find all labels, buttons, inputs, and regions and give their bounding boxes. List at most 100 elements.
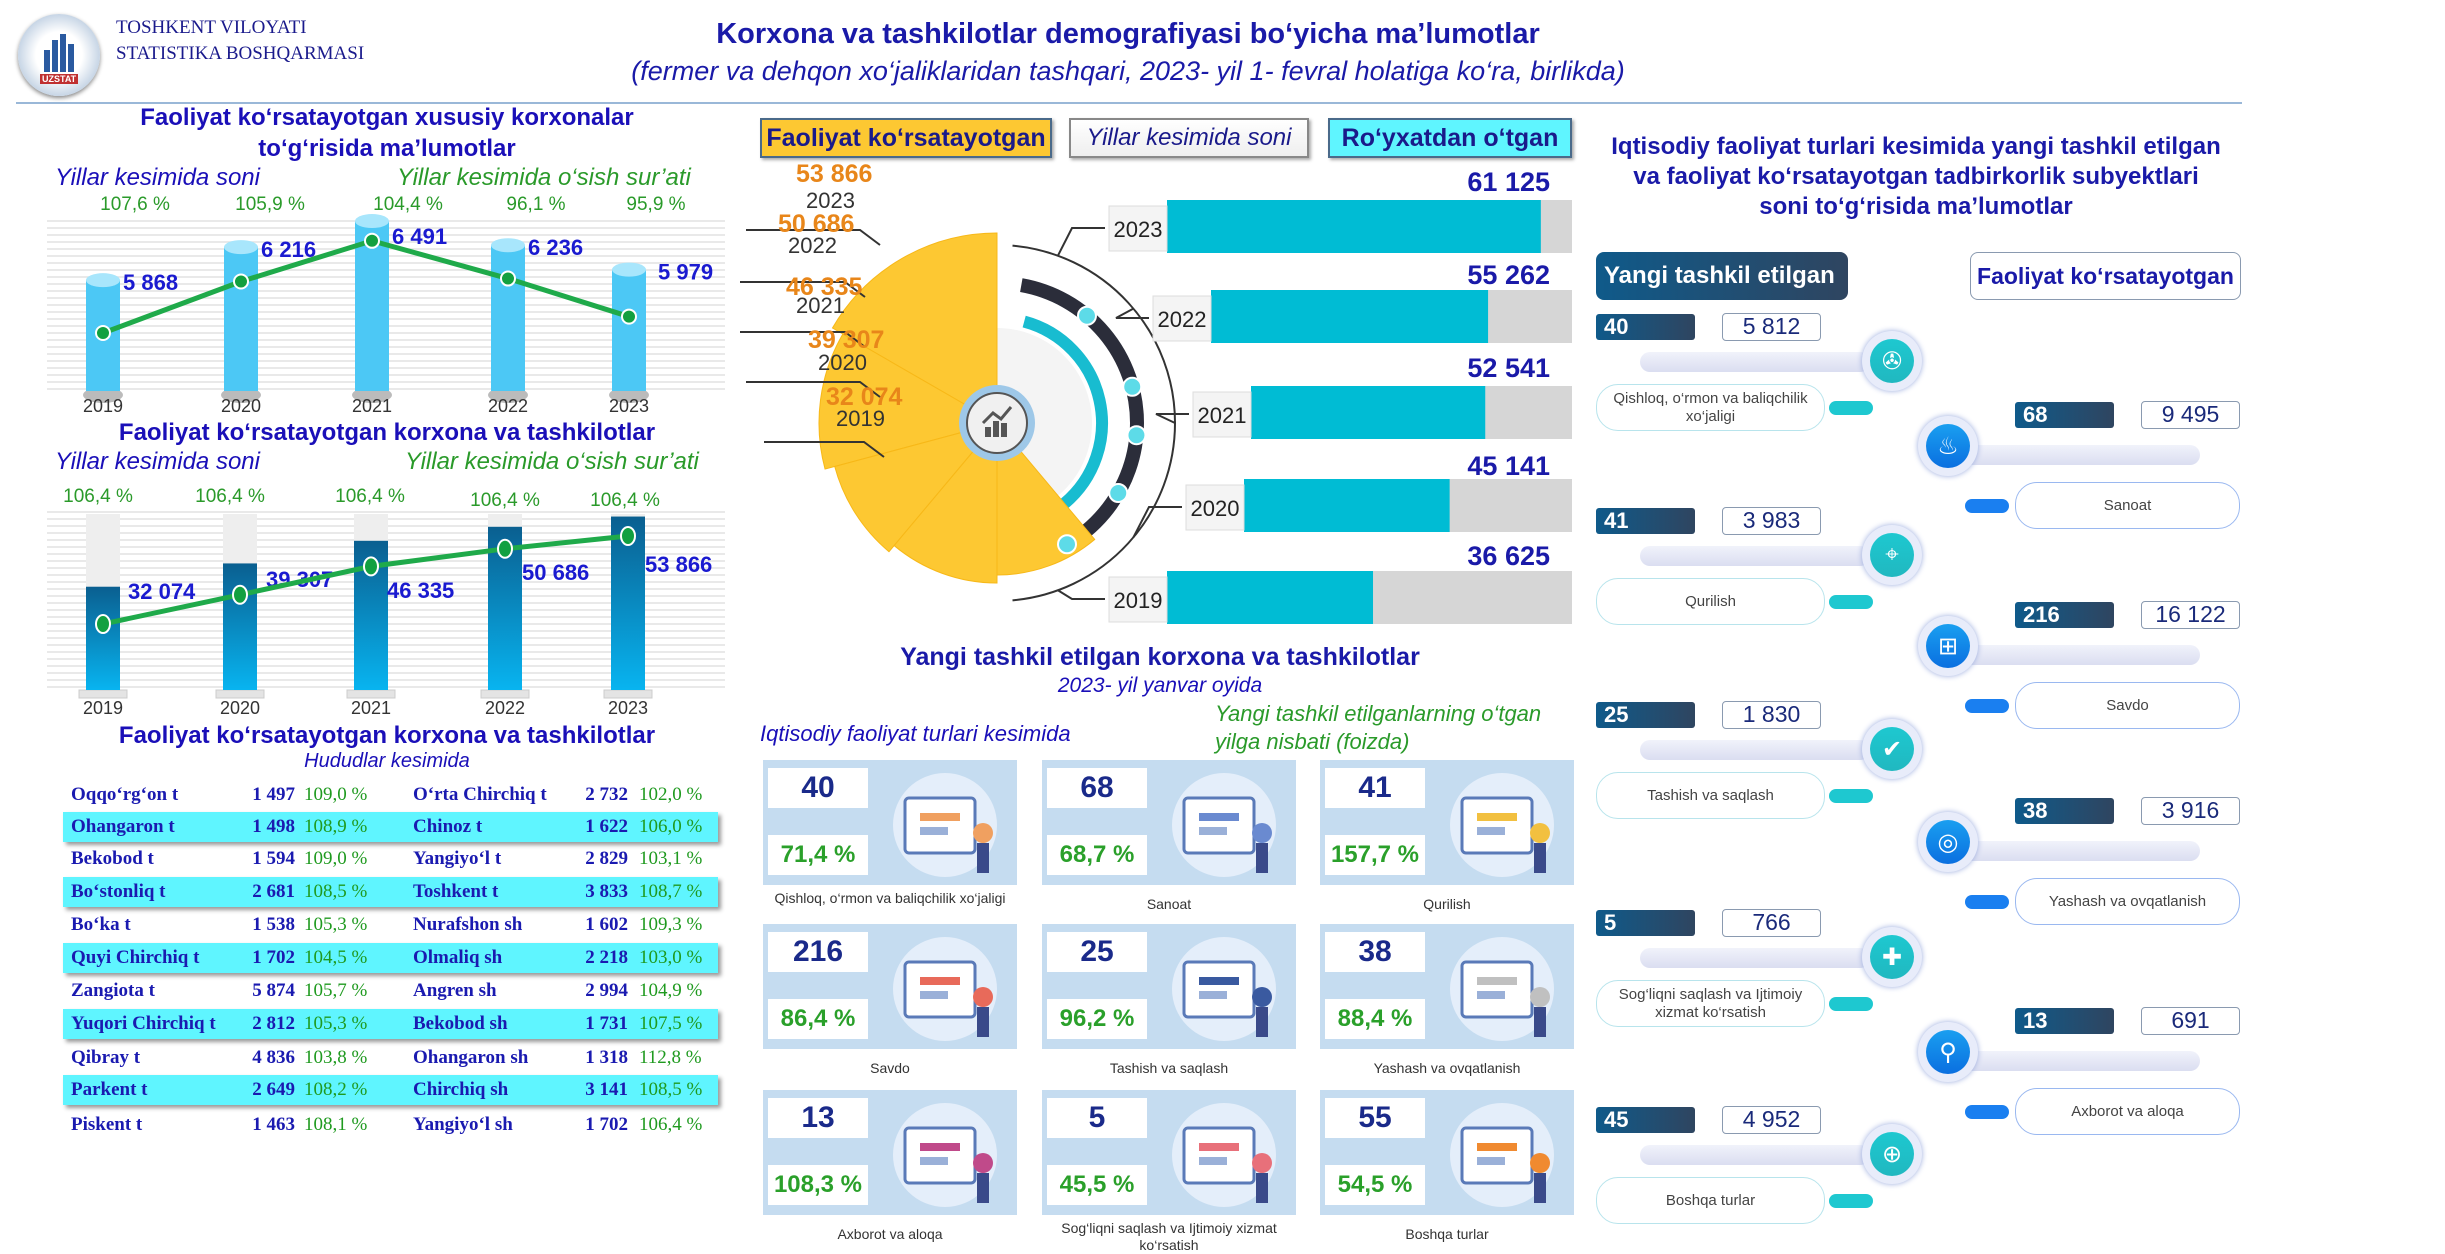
right-title: Iqtisodiy faoliyat turlari kesimida yang…: [1580, 132, 2252, 222]
district-name: Piskent t: [71, 1114, 143, 1135]
district-count: 1 702: [585, 1114, 628, 1135]
card-label: Sog‘liqni saqlash va Ijtimoiy xizmat ko‘…: [1061, 1220, 1277, 1253]
new-count: 216: [768, 932, 868, 972]
bar-top: [86, 273, 120, 288]
active-year-label: 2021: [796, 293, 845, 318]
card-label: Qurilish: [1423, 896, 1471, 912]
registered-year-label: 2022: [1158, 307, 1207, 332]
value-label: 6 491: [392, 224, 447, 249]
district-count: 1 318: [585, 1047, 628, 1068]
plate-icon: ◎: [1926, 820, 1970, 864]
active-wedge-2021: [834, 422, 999, 553]
district-count: 1 702: [252, 947, 295, 968]
growth-point: [620, 525, 636, 546]
leader-line: [740, 331, 866, 348]
district-name: Chirchiq sh: [413, 1079, 509, 1100]
new-established-header: Yangi tashkil etilgan: [1596, 252, 1848, 300]
new-count: 38: [1325, 932, 1425, 972]
section1-title-line2: to‘g‘risida ma’lumotlar: [258, 135, 516, 162]
activity-card: 216 86,4 %: [763, 924, 1017, 1049]
shelf-bar: [1640, 546, 1870, 566]
table-row: Yuqori Chirchiq t 2 812 105,3 % Bekobod sh 1…: [63, 1009, 718, 1039]
connector-pill: [1965, 699, 2009, 713]
new-count: 5: [1047, 1098, 1147, 1138]
growth-label: 104,4 %: [373, 194, 443, 215]
district-growth: 108,5 %: [304, 881, 368, 902]
registered-bar: [1211, 290, 1489, 343]
registered-year-label: 2021: [1198, 403, 1247, 428]
active-count-box: 16 122: [2141, 601, 2240, 629]
bar-base: [603, 689, 653, 699]
connector-line: [1057, 589, 1105, 600]
year-label: 2019: [83, 698, 123, 718]
connector-pill: [1829, 789, 1873, 803]
logo-bars-icon: [44, 34, 74, 72]
icon-circle: ✔: [1862, 719, 1922, 779]
active-wedge-2023: [831, 232, 998, 424]
district-count: 1 731: [585, 1013, 628, 1034]
district-name: Bekobod t: [71, 848, 154, 869]
registered-value-label: 36 625: [1467, 541, 1550, 571]
registered-bar: [1244, 479, 1450, 532]
new-count-badge: 216: [2015, 602, 2114, 628]
legend-active: Faoliyat ko‘rsatayotgan: [760, 118, 1052, 158]
private-enterprises-chart: 5 868 107,6 % 2019 6 216 105,9 % 2020 6 491 104…: [47, 194, 725, 416]
leader-line: [764, 441, 885, 458]
year-label: 2019: [83, 396, 123, 416]
year-label: 2022: [485, 698, 525, 718]
registered-year-label: 2023: [1114, 217, 1163, 242]
active-value-label: 32 074: [826, 383, 903, 411]
district-growth: 109,0 %: [304, 848, 368, 869]
district-name: Ohangaron sh: [413, 1047, 529, 1068]
year-box: [1108, 205, 1168, 252]
growth-percent: 157,7 %: [1325, 835, 1425, 875]
year-label: 2023: [609, 396, 649, 416]
globe-icon: ⊕: [1870, 1132, 1914, 1176]
district-count: 2 812: [252, 1013, 295, 1034]
active-count-box: 5 812: [1722, 313, 1821, 341]
card-illustration: [1450, 773, 1554, 877]
district-growth: 103,1 %: [639, 848, 703, 869]
registered-year-label: 2020: [1191, 496, 1240, 521]
growth-point: [621, 308, 637, 325]
year-label: 2021: [351, 698, 391, 718]
new-enterprises-subtitle: 2023- yil yanvar oyida: [1057, 674, 1263, 697]
section1-title: Faoliyat ko‘rsatayotgan xususiy korxonal…: [47, 102, 727, 164]
district-name: Bekobod sh: [413, 1013, 508, 1034]
leader-line: [746, 381, 881, 398]
district-name: Toshkent t: [413, 881, 499, 902]
activity-card: 55 54,5 %: [1320, 1090, 1574, 1215]
year-label: 2021: [352, 396, 392, 416]
section3-title: Faoliyat ko‘rsatayotgan korxona va tashk…: [118, 722, 656, 749]
activity-card: 13 108,3 %: [763, 1090, 1017, 1215]
bar-base: [215, 689, 265, 699]
bar-top: [355, 214, 389, 229]
district-name: Parkent t: [71, 1079, 148, 1100]
growth-label: 106,4 %: [590, 490, 660, 511]
district-growth: 108,9 %: [304, 816, 368, 837]
bar: [86, 586, 120, 690]
connector-pill: [1829, 401, 1873, 415]
leader-line: [746, 229, 881, 246]
icon-circle: ⚲: [1918, 1022, 1978, 1082]
card-label: Boshqa turlar: [1405, 1226, 1489, 1242]
district-name: Bo‘ka t: [71, 914, 131, 935]
district-name: Yuqori Chirchiq t: [71, 1013, 216, 1034]
district-count: 3 833: [585, 881, 628, 902]
growth-point: [363, 556, 379, 577]
district-growth: 103,0 %: [639, 947, 703, 968]
new-count-badge: 5: [1596, 910, 1695, 936]
district-growth: 109,0 %: [304, 784, 368, 805]
new-count: 68: [1047, 768, 1147, 808]
active-count-box: 766: [1722, 909, 1821, 937]
growth-label: 107,6 %: [100, 194, 170, 215]
growth-point: [233, 273, 249, 290]
bar-top: [612, 262, 646, 277]
growth-point: [95, 325, 111, 341]
year-box: [1108, 576, 1168, 623]
icon-circle: ⊞: [1918, 616, 1978, 676]
card-illustration: [1172, 1103, 1276, 1207]
table-row: Oqqo‘rg‘on t 1 497 109,0 % O‘rta Chirchiq t…: [63, 780, 718, 810]
bar-base: [78, 689, 128, 699]
icon-circle: ✚: [1862, 927, 1922, 987]
